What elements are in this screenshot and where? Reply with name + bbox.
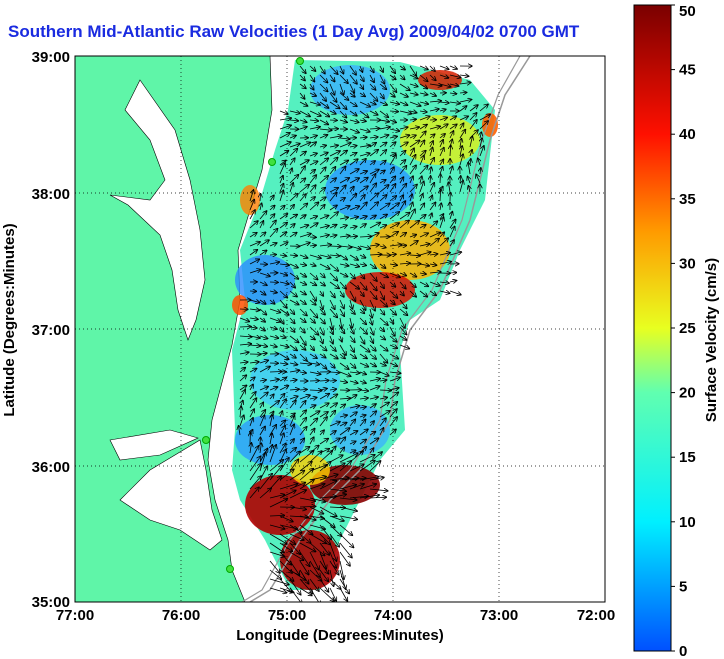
x-axis-label: Longitude (Degrees:Minutes) <box>236 627 444 644</box>
x-tick-label: 72:00 <box>577 607 615 624</box>
map-grid <box>75 56 605 602</box>
x-tick-label: 73:00 <box>480 607 518 624</box>
y-tick-label: 38:00 <box>32 186 70 203</box>
colorbar-tick-label: 35 <box>679 191 696 208</box>
x-tick-label: 74:00 <box>374 607 412 624</box>
colorbar-tick-label: 20 <box>679 385 696 402</box>
land-mass <box>75 56 273 602</box>
colorbar-scale <box>633 4 672 652</box>
x-axis: 77:00 76:00 75:00 74:00 73:00 72:00 Long… <box>56 607 615 644</box>
pamlico-sound <box>119 439 223 551</box>
y-axis: 39:00 38:00 37:00 36:00 35:00 Latitude (… <box>1 49 70 611</box>
colorbar-tick-label: 45 <box>679 62 696 79</box>
albemarle-sound <box>109 429 199 461</box>
radar-stations <box>202 57 304 573</box>
y-axis-label: Latitude (Degrees:Minutes) <box>1 223 18 416</box>
colorbar-tick-label: 30 <box>679 255 696 272</box>
plot-frame <box>74 55 606 603</box>
y-tick-label: 36:00 <box>32 459 70 476</box>
x-tick-label: 77:00 <box>56 607 94 624</box>
y-tick-label: 35:00 <box>32 594 70 611</box>
colorbar-tick-label: 15 <box>679 449 696 466</box>
colorbar-tick-label: 0 <box>679 643 687 659</box>
colorbar-label: Surface Velocity (cm/s) <box>703 258 720 422</box>
velocity-arrows <box>239 66 491 602</box>
colorbar-tick-label: 10 <box>679 514 696 531</box>
colorbar-tick-label: 25 <box>679 320 696 337</box>
colorbar-tick-label: 50 <box>679 3 696 20</box>
map-title: Southern Mid-Atlantic Raw Velocities (1 … <box>8 22 580 41</box>
y-tick-label: 39:00 <box>32 49 70 66</box>
colorbar-tick-label: 5 <box>679 578 687 595</box>
chesapeake-bay <box>109 79 206 341</box>
y-tick-label: 37:00 <box>32 322 70 339</box>
colorbar: 0 5 10 15 20 25 30 35 40 45 50 Surface Velocity (c… <box>633 3 720 659</box>
colorbar-tick-label: 40 <box>679 126 696 143</box>
x-tick-label: 75:00 <box>268 607 306 624</box>
x-tick-label: 76:00 <box>162 607 200 624</box>
